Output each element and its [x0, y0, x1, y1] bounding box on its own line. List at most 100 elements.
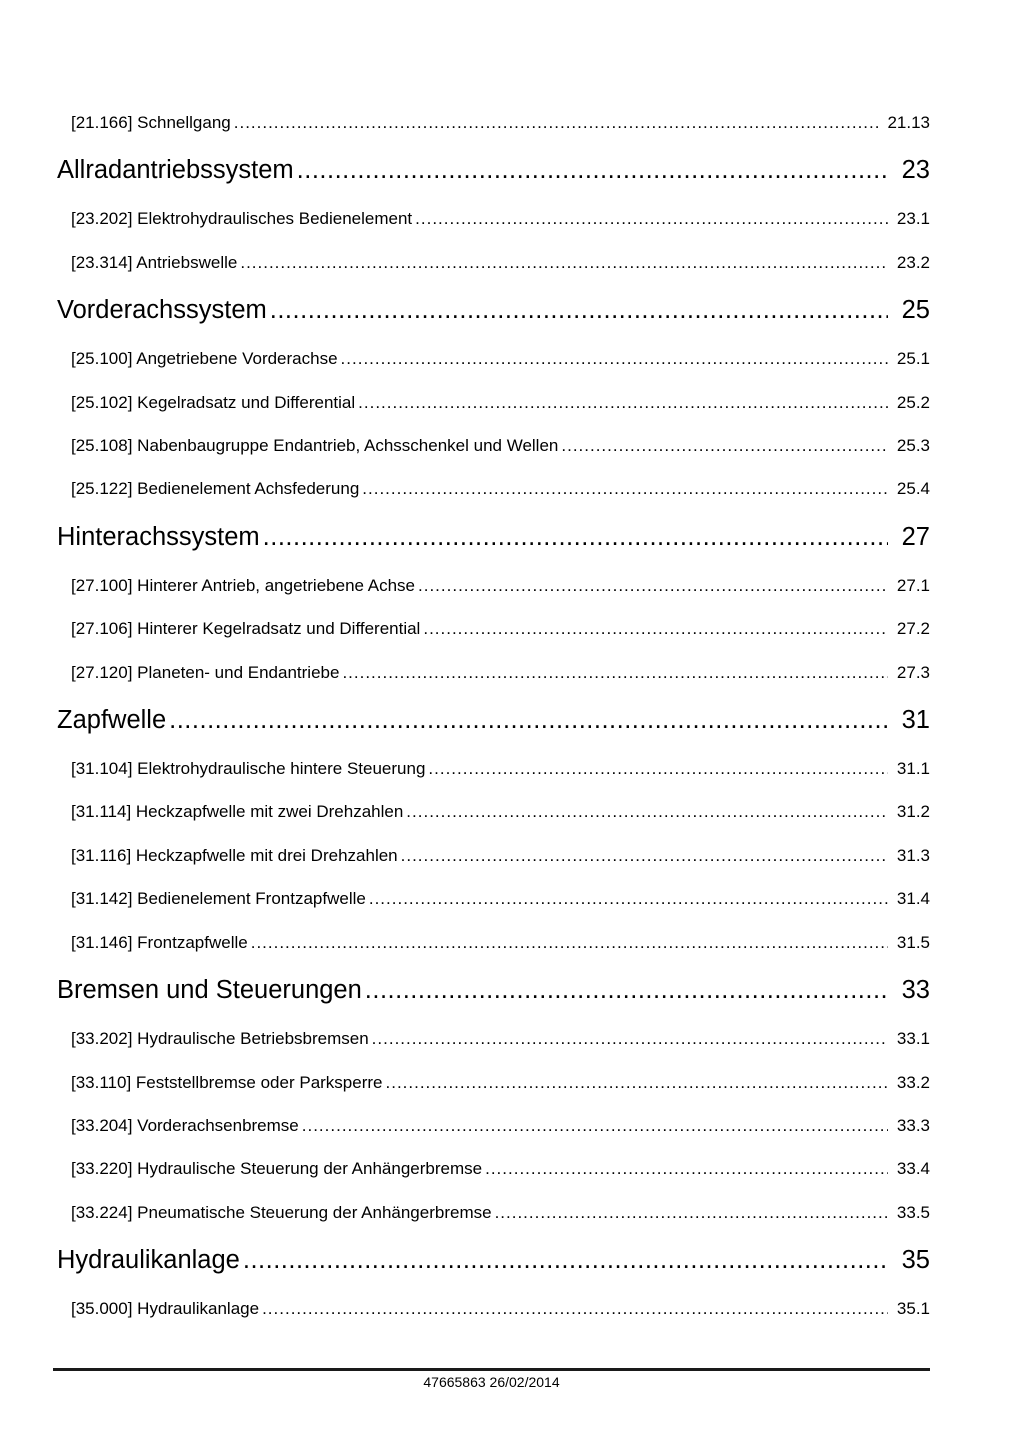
toc-section-page-number: 35 — [901, 1246, 930, 1275]
toc-entry-row[interactable]: [23.314] Antriebswelle..................… — [57, 241, 930, 284]
toc-entry-label: [27.120] Planeten- und Endantriebe — [71, 662, 340, 682]
toc-section-title: Zapfwelle — [57, 706, 167, 735]
toc-entry-row[interactable]: [21.166] Schnellgang....................… — [57, 101, 930, 144]
dot-leader: ........................................… — [368, 889, 888, 909]
toc-entry-label: [25.100] Angetriebene Vorderachse — [71, 349, 338, 369]
toc-entry-row[interactable]: [27.106] Hinterer Kegelradsatz und Diffe… — [57, 607, 930, 650]
toc-entry-row[interactable]: [25.122] Bedienelement Achsfederung.....… — [57, 467, 930, 510]
toc-entry-label: [33.202] Hydraulische Betriebsbremsen — [71, 1029, 369, 1049]
toc-entry-row[interactable]: [31.142] Bedienelement Frontzapfwelle...… — [57, 877, 930, 920]
toc-entry-row[interactable]: [23.202] Elektrohydraulisches Bedienelem… — [57, 197, 930, 240]
dot-leader: ........................................… — [262, 522, 888, 551]
toc-entry-page-number: 33.3 — [896, 1115, 930, 1135]
dot-leader: ........................................… — [485, 1159, 888, 1179]
toc-entry-row[interactable]: [33.202] Hydraulische Betriebsbremsen...… — [57, 1017, 930, 1060]
toc-entry-row[interactable]: [33.220] Hydraulische Steuerung der Anhä… — [57, 1147, 930, 1190]
dot-leader: ........................................… — [296, 156, 888, 185]
toc-entry-label: [33.224] Pneumatische Steuerung der Anhä… — [71, 1202, 492, 1222]
dot-leader: ........................................… — [494, 1202, 888, 1222]
toc-entry-label: [35.000] Hydraulikanlage — [71, 1299, 260, 1319]
toc-section-title: Bremsen und Steuerungen — [57, 976, 362, 1005]
toc-entry-row[interactable]: [35.000] Hydraulikanlage................… — [57, 1287, 930, 1330]
toc-entry-page-number: 31.2 — [896, 802, 930, 822]
dot-leader: ........................................… — [240, 252, 888, 272]
toc-entry-page-number: 27.1 — [896, 575, 930, 595]
toc-entry-label: [23.314] Antriebswelle — [71, 252, 238, 272]
dot-leader: ........................................… — [233, 113, 879, 132]
toc-entry-page-number: 25.4 — [896, 479, 930, 499]
toc-entry-row[interactable]: [27.120] Planeten- und Endantriebe......… — [57, 651, 930, 694]
toc-entry-page-number: 23.1 — [896, 209, 930, 229]
dot-leader: ........................................… — [423, 619, 888, 639]
toc-entry-page-number: 35.1 — [896, 1299, 930, 1319]
toc-section-heading-row[interactable]: Bremsen und Steuerungen.................… — [57, 964, 930, 1017]
toc-entry-page-number: 25.1 — [896, 349, 930, 369]
toc-entry-label: [31.146] Frontzapfwelle — [71, 932, 248, 952]
dot-leader: ........................................… — [358, 392, 888, 412]
toc-entry-page-number: 27.2 — [896, 619, 930, 639]
dot-leader: ........................................… — [269, 296, 888, 325]
toc-entry-page-number: 27.3 — [896, 662, 930, 682]
toc-entry-label: [31.142] Bedienelement Frontzapfwelle — [71, 889, 366, 909]
toc-section-page-number: 31 — [901, 706, 930, 735]
dot-leader: ........................................… — [169, 706, 887, 735]
toc-entry-label: [33.110] Feststellbremse oder Parksperre — [71, 1072, 383, 1092]
toc-section-page-number: 25 — [901, 296, 930, 325]
dot-leader: ........................................… — [428, 759, 888, 779]
toc-entry-label: [27.106] Hinterer Kegelradsatz und Diffe… — [71, 619, 421, 639]
dot-leader: ........................................… — [342, 662, 887, 682]
toc-entry-page-number: 33.2 — [896, 1072, 930, 1092]
toc-entry-row[interactable]: [31.114] Heckzapfwelle mit zwei Drehzahl… — [57, 790, 930, 833]
toc-entry-row[interactable]: [31.104] Elektrohydraulische hintere Ste… — [57, 747, 930, 790]
toc-entry-page-number: 33.5 — [896, 1202, 930, 1222]
toc-section-page-number: 27 — [901, 522, 930, 551]
toc-section-heading-row[interactable]: Zapfwelle...............................… — [57, 694, 930, 747]
toc-section-page-number: 33 — [901, 976, 930, 1005]
toc-section-heading-row[interactable]: Hinterachssystem........................… — [57, 511, 930, 564]
toc-entry-row[interactable]: [33.204] Vorderachsenbremse.............… — [57, 1104, 930, 1147]
toc-entry-page-number: 25.3 — [896, 436, 930, 456]
dot-leader: ........................................… — [400, 845, 888, 865]
toc-entry-label: [31.104] Elektrohydraulische hintere Ste… — [71, 759, 426, 779]
toc-entry-row[interactable]: [31.146] Frontzapfwelle.................… — [57, 921, 930, 964]
toc-section-title: Hinterachssystem — [57, 522, 260, 551]
toc-entry-label: [25.122] Bedienelement Achsfederung — [71, 479, 360, 499]
table-of-contents: [21.166] Schnellgang....................… — [57, 101, 930, 1330]
toc-entry-page-number: 25.2 — [896, 392, 930, 412]
toc-entry-label: [25.102] Kegelradsatz und Differential — [71, 392, 356, 412]
dot-leader: ........................................… — [364, 976, 888, 1005]
toc-entry-label: [25.108] Nabenbaugruppe Endantrieb, Achs… — [71, 436, 559, 456]
toc-entry-row[interactable]: [33.224] Pneumatische Steuerung der Anhä… — [57, 1191, 930, 1234]
dot-leader: ........................................… — [301, 1115, 888, 1135]
toc-entry-page-number: 31.4 — [896, 889, 930, 909]
toc-entry-row[interactable]: [33.110] Feststellbremse oder Parksperre… — [57, 1061, 930, 1104]
toc-entry-page-number: 23.2 — [896, 252, 930, 272]
toc-section-heading-row[interactable]: Hydraulikanlage.........................… — [57, 1234, 930, 1287]
toc-entry-row[interactable]: [25.102] Kegelradsatz und Differential..… — [57, 381, 930, 424]
page-footer: 47665863 26/02/2014 — [53, 1368, 930, 1392]
toc-entry-label: [21.166] Schnellgang — [71, 113, 231, 132]
toc-entry-page-number: 21.13 — [887, 113, 930, 132]
toc-entry-row[interactable]: [25.108] Nabenbaugruppe Endantrieb, Achs… — [57, 424, 930, 467]
toc-entry-label: [31.114] Heckzapfwelle mit zwei Drehzahl… — [71, 802, 404, 822]
toc-section-title: Allradantriebssystem — [57, 156, 294, 185]
toc-entry-label: [33.204] Vorderachsenbremse — [71, 1115, 299, 1135]
toc-entry-row[interactable]: [25.100] Angetriebene Vorderachse.......… — [57, 337, 930, 380]
dot-leader: ........................................… — [362, 479, 888, 499]
toc-entry-label: [27.100] Hinterer Antrieb, angetriebene … — [71, 575, 416, 595]
toc-entry-row[interactable]: [31.116] Heckzapfwelle mit drei Drehzahl… — [57, 834, 930, 877]
dot-leader: ........................................… — [406, 802, 888, 822]
toc-section-heading-row[interactable]: Allradantriebssystem....................… — [57, 144, 930, 197]
dot-leader: ........................................… — [418, 575, 888, 595]
toc-section-title: Hydraulikanlage — [57, 1246, 240, 1275]
toc-entry-page-number: 33.1 — [896, 1029, 930, 1049]
toc-section-page-number: 23 — [901, 156, 930, 185]
dot-leader: ........................................… — [415, 209, 888, 229]
toc-entry-page-number: 31.1 — [896, 759, 930, 779]
toc-entry-page-number: 31.5 — [896, 932, 930, 952]
dot-leader: ........................................… — [340, 349, 888, 369]
toc-section-title: Vorderachssystem — [57, 296, 267, 325]
toc-section-heading-row[interactable]: Vorderachssystem........................… — [57, 284, 930, 337]
toc-entry-row[interactable]: [27.100] Hinterer Antrieb, angetriebene … — [57, 564, 930, 607]
toc-entry-label: [31.116] Heckzapfwelle mit drei Drehzahl… — [71, 845, 398, 865]
